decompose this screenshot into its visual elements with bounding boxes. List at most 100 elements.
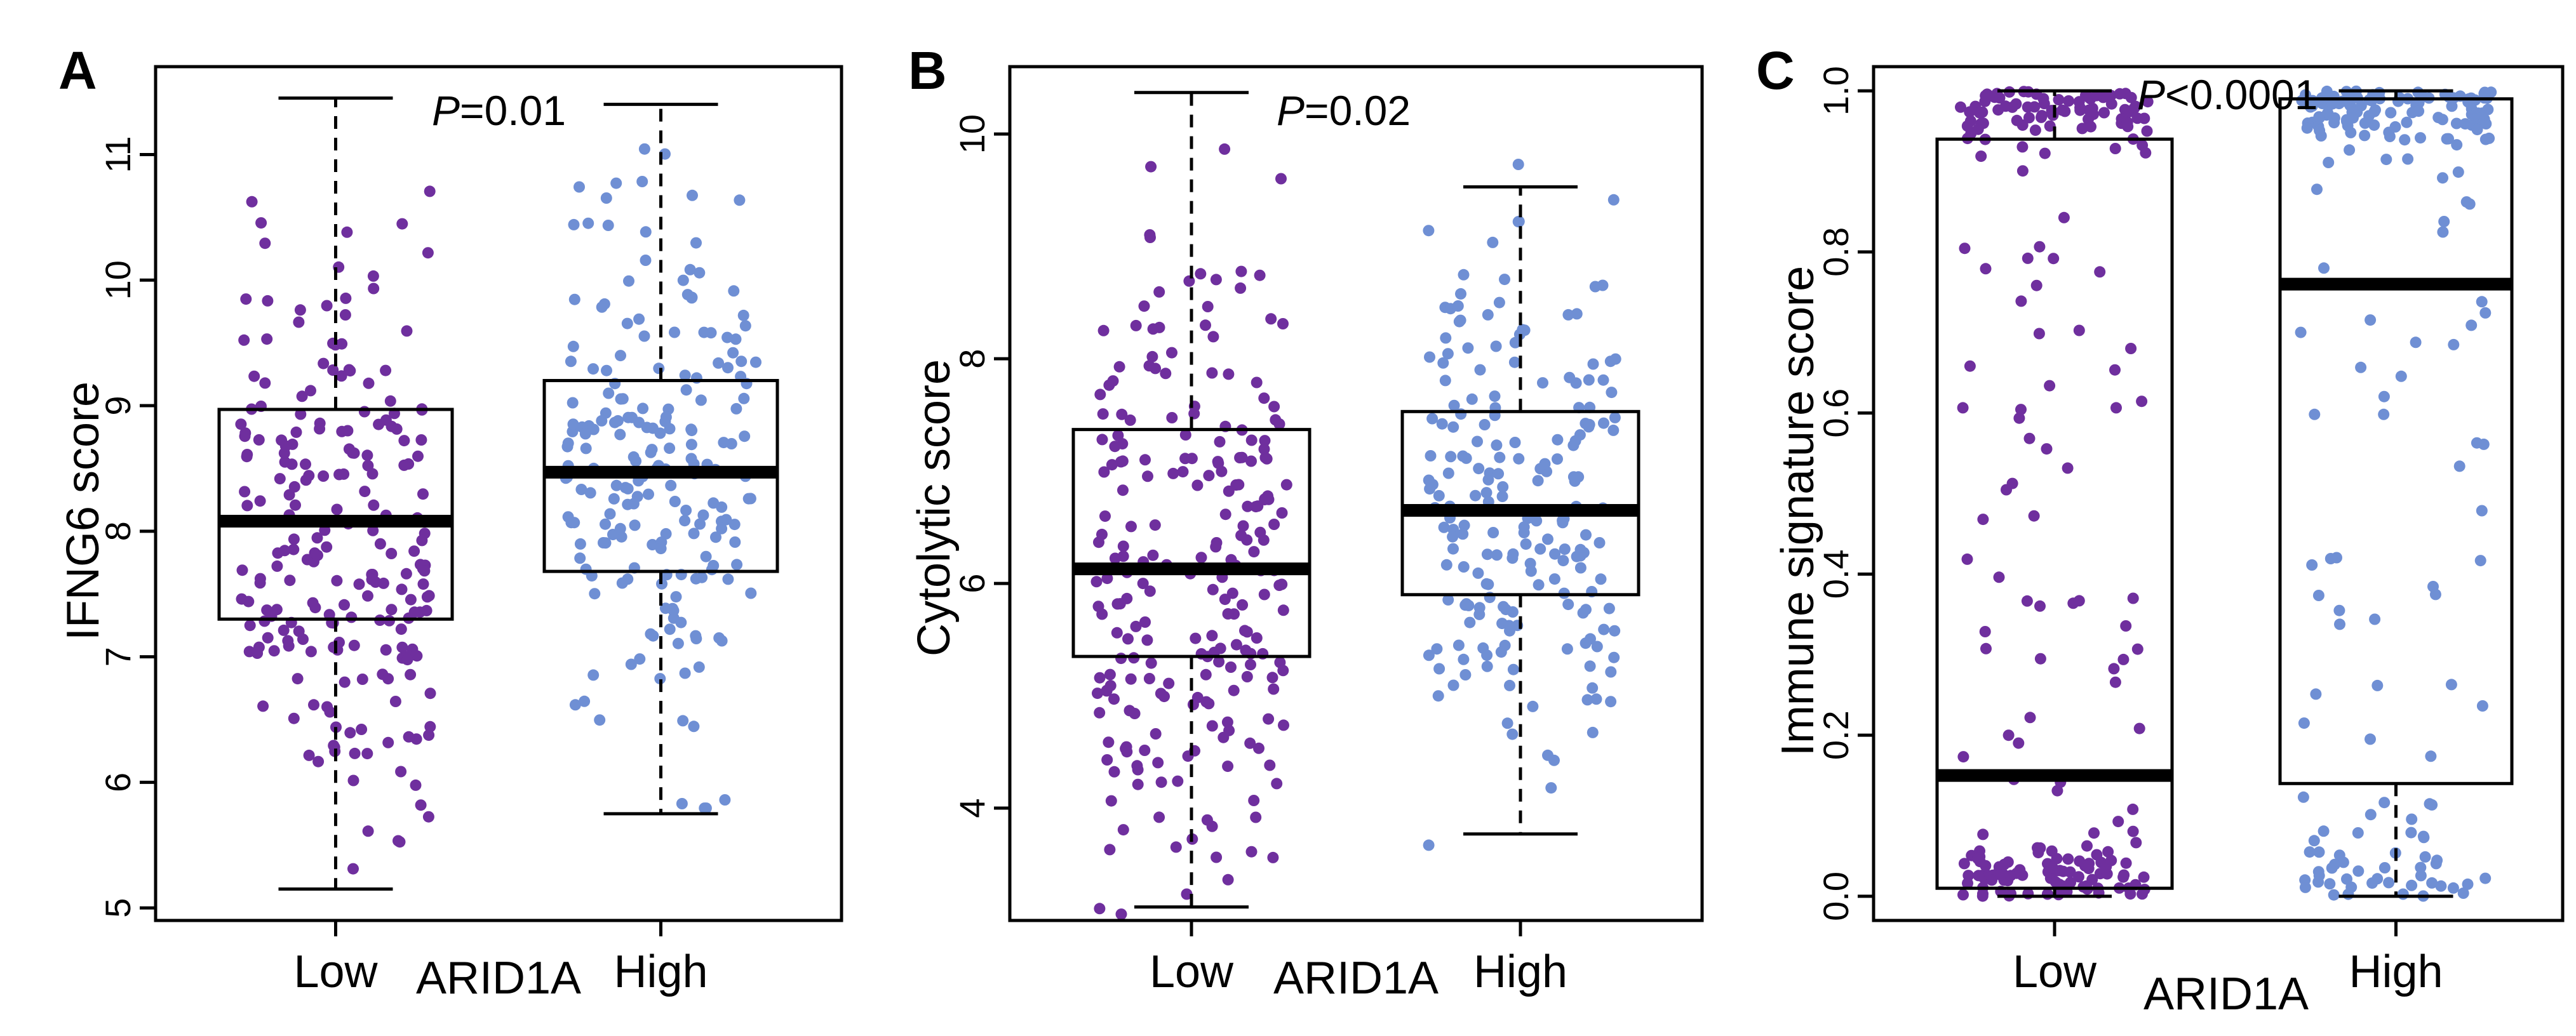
- data-point: [2378, 390, 2390, 402]
- data-point: [1212, 456, 1224, 468]
- data-point: [359, 486, 371, 498]
- data-point: [1583, 418, 1595, 430]
- data-point: [2085, 121, 2096, 133]
- data-point: [1121, 746, 1133, 758]
- data-point: [2399, 134, 2411, 146]
- data-point: [1090, 576, 1103, 588]
- data-point: [1210, 274, 1222, 286]
- data-point: [2015, 295, 2027, 307]
- data-point: [2094, 266, 2106, 278]
- data-point: [1562, 599, 1574, 611]
- data-point: [643, 488, 654, 500]
- data-point: [1512, 159, 1524, 170]
- data-point: [1139, 745, 1151, 756]
- data-point: [2138, 871, 2150, 883]
- data-point: [2136, 395, 2148, 408]
- data-point: [1105, 795, 1117, 807]
- data-point: [1433, 489, 1445, 501]
- data-point: [654, 673, 666, 685]
- p-value-c: <0.0001: [2165, 71, 2318, 118]
- data-point: [2328, 889, 2340, 901]
- data-point: [1130, 620, 1142, 632]
- data-point: [1964, 360, 1976, 372]
- data-point: [259, 237, 271, 249]
- data-point: [2041, 888, 2053, 900]
- data-point: [271, 604, 283, 616]
- data-point: [2415, 861, 2427, 873]
- data-point: [1211, 851, 1223, 863]
- data-point: [1494, 451, 1506, 463]
- data-point: [1166, 412, 1178, 423]
- data-point: [1591, 641, 1603, 653]
- data-point: [637, 402, 649, 415]
- plot-frame-a: [154, 65, 843, 922]
- data-point: [2105, 98, 2117, 110]
- data-point: [2048, 253, 2060, 265]
- data-point: [697, 509, 709, 521]
- data-point: [631, 491, 643, 503]
- data-point: [2065, 877, 2076, 889]
- data-point: [1250, 811, 1262, 823]
- data-point: [684, 263, 696, 276]
- data-point: [2437, 172, 2448, 184]
- y-axis-title-c: Immune signature score: [1773, 266, 1823, 756]
- data-point: [268, 645, 280, 657]
- data-point: [331, 574, 343, 587]
- data-point: [2034, 653, 2046, 665]
- data-point: [1549, 548, 1561, 560]
- data-point: [2021, 595, 2033, 607]
- data-point: [380, 644, 392, 656]
- data-point: [262, 632, 274, 644]
- data-point: [362, 590, 373, 602]
- data-point: [690, 237, 702, 249]
- data-point: [2028, 510, 2040, 522]
- data-point: [257, 700, 269, 712]
- data-point: [2298, 717, 2310, 729]
- x-tick-label-a-high: High: [614, 946, 708, 997]
- data-point: [2355, 361, 2367, 373]
- data-point: [305, 646, 317, 658]
- data-point: [368, 499, 380, 511]
- data-point: [1440, 332, 1452, 344]
- data-point: [1999, 100, 2011, 112]
- data-point: [235, 418, 247, 430]
- data-point: [1237, 520, 1249, 532]
- data-point: [1959, 242, 1971, 255]
- data-point: [610, 479, 622, 491]
- data-point: [716, 522, 728, 535]
- data-point: [1138, 300, 1150, 312]
- data-point: [241, 500, 253, 512]
- y-tick-label-a: 6: [98, 773, 138, 792]
- data-point: [2079, 860, 2091, 872]
- y-tick-label-b: 4: [952, 798, 992, 818]
- data-point: [2110, 402, 2122, 414]
- data-point: [380, 364, 392, 376]
- data-point: [698, 326, 710, 338]
- data-point: [2324, 553, 2337, 564]
- data-point: [368, 282, 380, 295]
- data-point: [1099, 510, 1111, 522]
- data-point: [296, 390, 308, 402]
- data-point: [728, 285, 740, 297]
- data-point: [382, 736, 394, 748]
- data-point: [423, 590, 435, 602]
- data-point: [604, 508, 616, 520]
- data-point: [2051, 853, 2063, 865]
- data-point: [2016, 141, 2029, 153]
- p-italic-b: P: [1277, 87, 1305, 134]
- data-point: [288, 533, 300, 545]
- data-point: [300, 458, 311, 470]
- data-point: [423, 729, 435, 741]
- plot-frame-b: [1008, 65, 1704, 922]
- data-point: [1518, 521, 1530, 533]
- data-point: [608, 493, 620, 505]
- data-point: [647, 539, 659, 550]
- data-point: [1172, 775, 1184, 787]
- data-point: [333, 468, 345, 481]
- data-point: [2125, 91, 2137, 103]
- data-point: [735, 355, 748, 368]
- data-point: [408, 545, 420, 557]
- data-point: [1480, 487, 1493, 499]
- data-point: [729, 536, 741, 548]
- data-point: [1452, 639, 1465, 651]
